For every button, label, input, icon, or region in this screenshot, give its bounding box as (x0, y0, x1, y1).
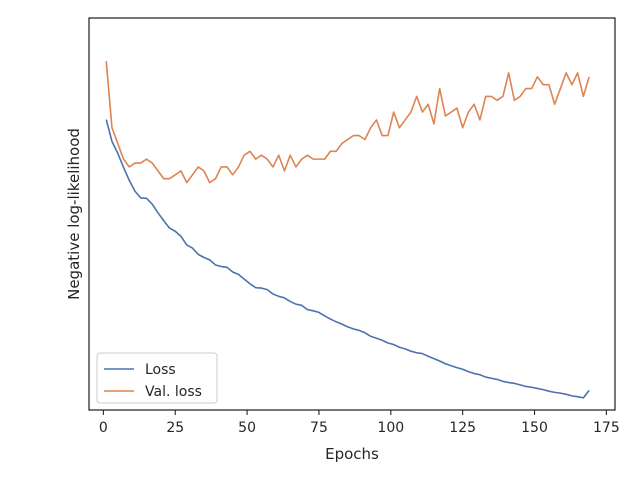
plot-frame (88, 17, 616, 411)
x-tick-label: 75 (310, 420, 328, 436)
series-line-loss (105, 119, 590, 399)
y-axis-label: Negative log-likelihood (65, 128, 83, 300)
x-tick-label: 125 (449, 420, 476, 436)
x-axis-label: Epochs (325, 445, 379, 463)
series-lines (105, 61, 590, 399)
series-line-val-loss (105, 61, 590, 184)
x-tick-label: 50 (238, 420, 256, 436)
axis-ticks: 0 25 50 75 100 125 150 175 (99, 410, 620, 436)
x-tick-label: 0 (99, 420, 108, 436)
legend-label-val-loss: Val. loss (145, 384, 202, 400)
legend-label-loss: Loss (145, 362, 176, 378)
x-tick-label: 150 (521, 420, 548, 436)
x-tick-label: 175 (593, 420, 620, 436)
x-tick-label: 100 (377, 420, 404, 436)
legend: Loss Val. loss (96, 352, 218, 404)
x-tick-label: 25 (166, 420, 184, 436)
